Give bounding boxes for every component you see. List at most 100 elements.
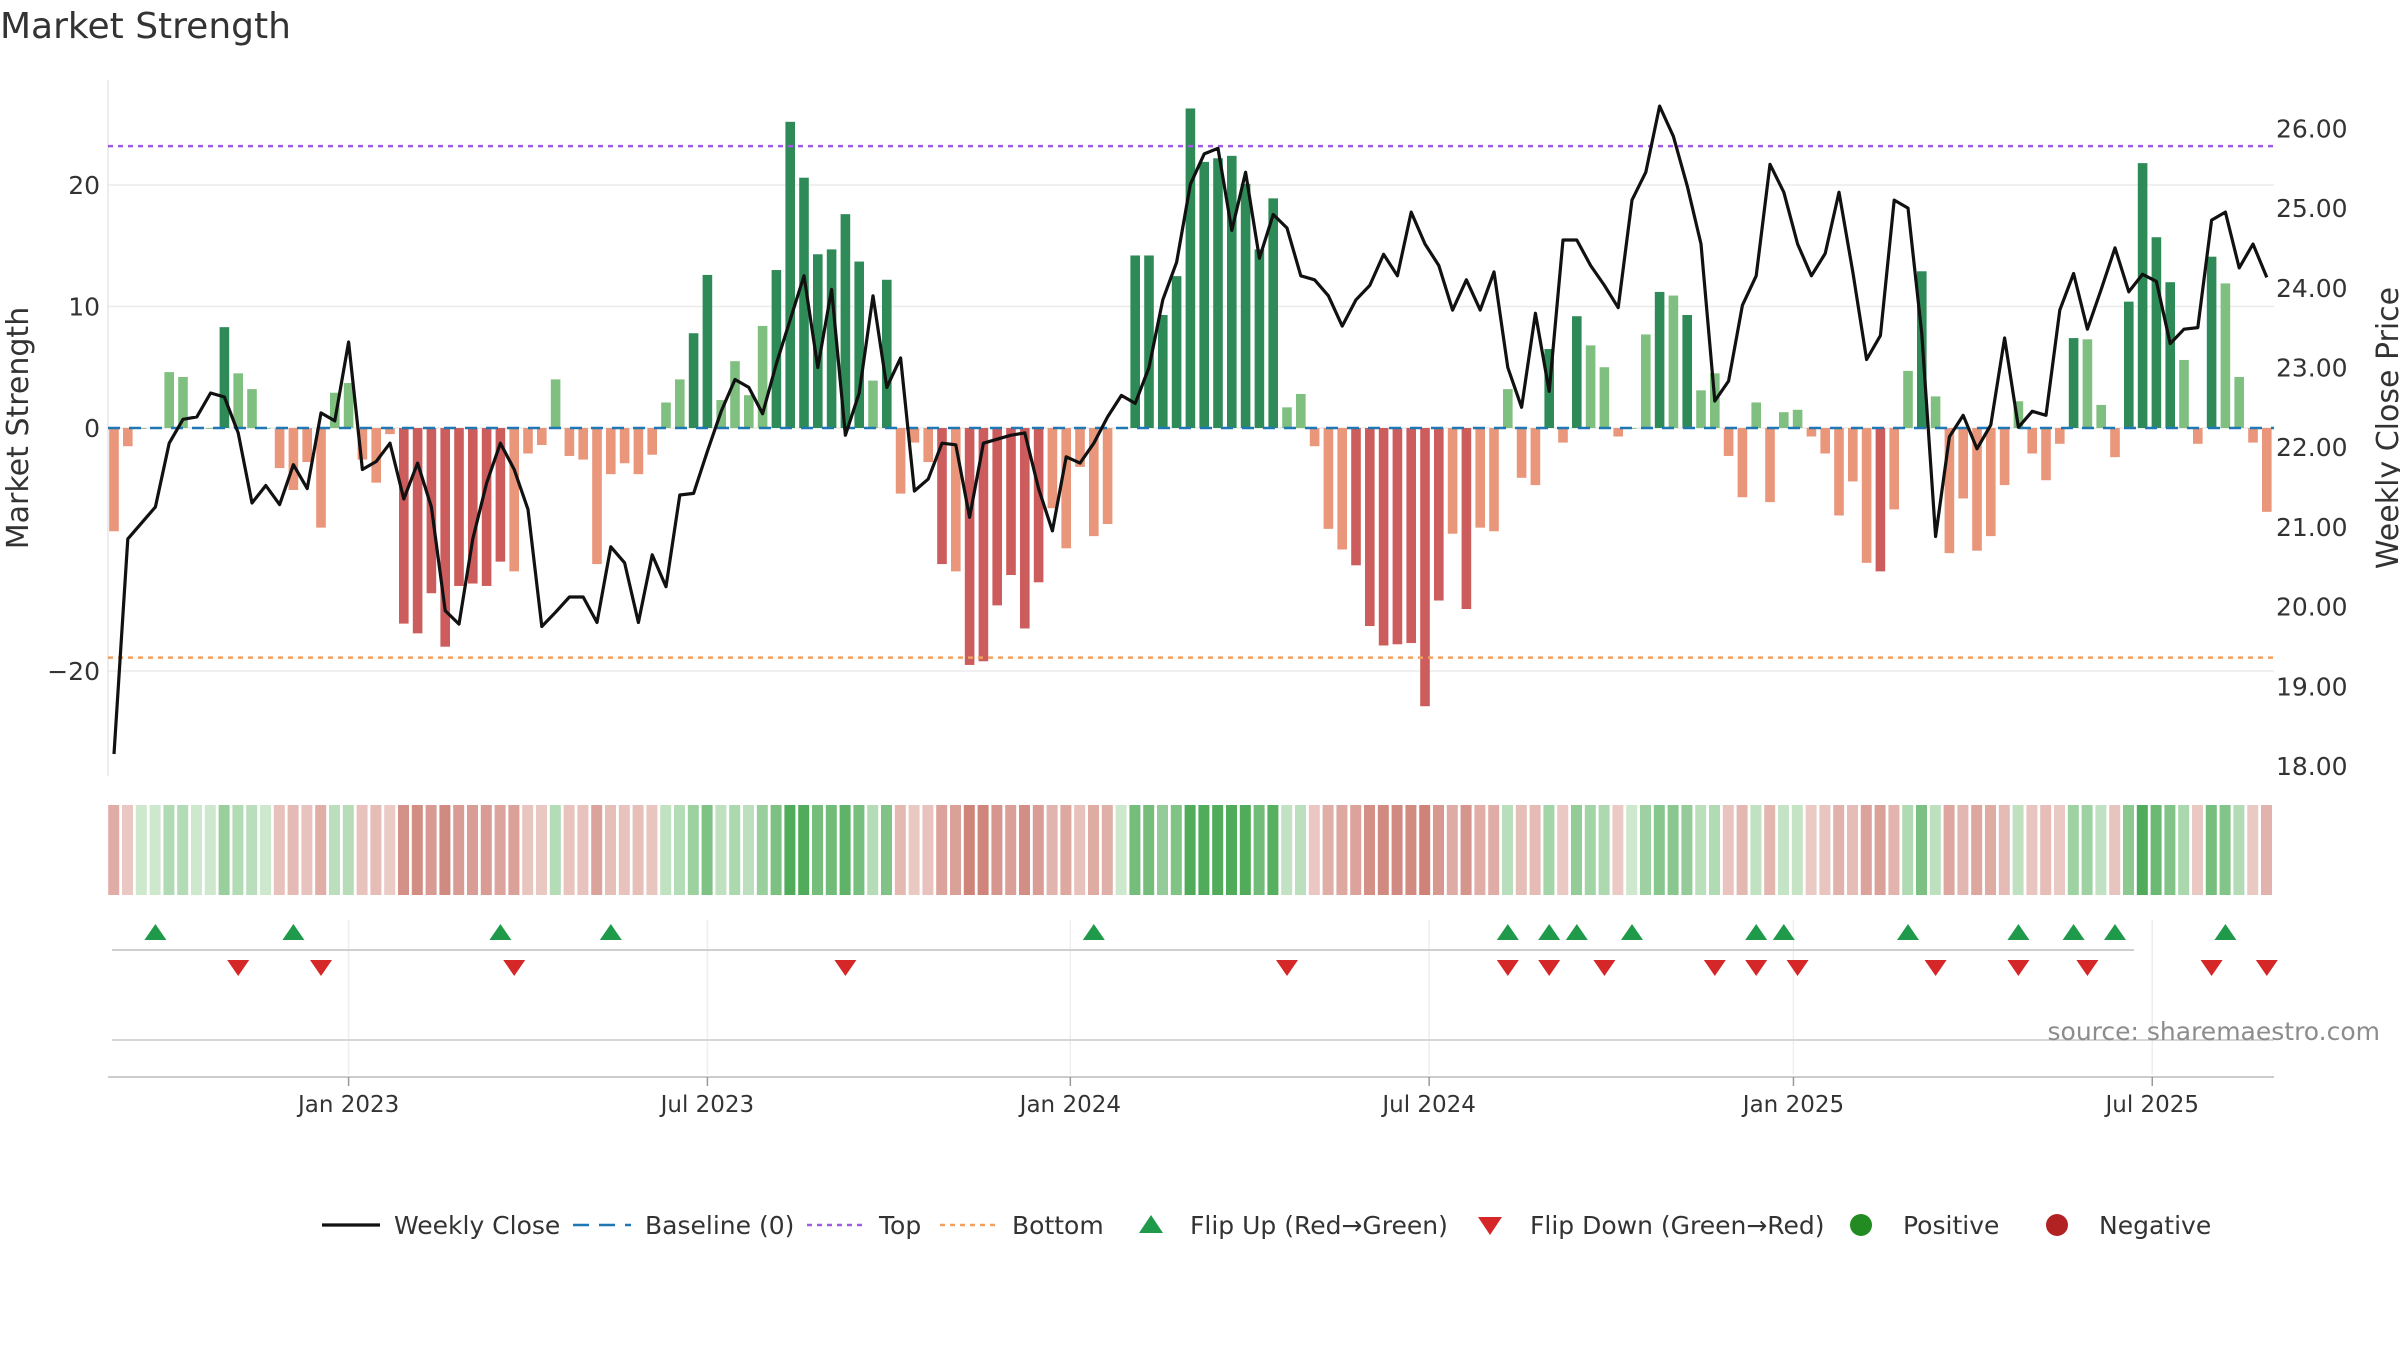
flip-down-marker bbox=[2007, 960, 2030, 976]
heat-cell bbox=[1571, 805, 1582, 895]
flip-down-marker bbox=[1496, 960, 1519, 976]
strength-bar bbox=[1696, 390, 1706, 428]
strength-bar bbox=[509, 428, 519, 572]
heat-cell bbox=[1377, 805, 1389, 895]
strength-bar bbox=[1613, 428, 1623, 437]
strength-bar bbox=[1365, 428, 1375, 627]
strength-bar bbox=[1930, 396, 1941, 428]
heat-cell bbox=[701, 805, 713, 895]
y-tick-right: 25.00 bbox=[2276, 194, 2348, 223]
chart-title: Market Strength bbox=[0, 6, 291, 47]
heat-cell bbox=[812, 805, 823, 895]
x-tick-label: Jul 2025 bbox=[2103, 1092, 2199, 1118]
flip-down-marker bbox=[1745, 960, 1768, 976]
flip-up-marker bbox=[282, 924, 305, 940]
heat-cell bbox=[260, 805, 271, 895]
strength-bar bbox=[454, 428, 464, 586]
heat-cell bbox=[1157, 805, 1168, 895]
heat-cell bbox=[177, 805, 189, 895]
heat-cell bbox=[646, 805, 658, 895]
heat-cell bbox=[1005, 805, 1017, 895]
heat-cell bbox=[1046, 805, 1058, 895]
strength-bar bbox=[1006, 428, 1016, 576]
heat-cell bbox=[2150, 805, 2162, 895]
heat-cell bbox=[1212, 805, 1224, 895]
heat-cell bbox=[1350, 805, 1362, 895]
x-tick-label: Jan 2025 bbox=[1741, 1092, 1844, 1118]
heat-cell bbox=[1791, 805, 1803, 895]
flip-down-marker bbox=[1538, 960, 1561, 976]
strength-bar bbox=[633, 428, 644, 475]
strength-bar bbox=[1558, 428, 1568, 443]
strength-bar bbox=[854, 261, 864, 428]
strength-bar bbox=[537, 428, 547, 446]
flip-down-marker bbox=[834, 960, 857, 976]
heat-cell bbox=[1557, 805, 1569, 895]
heat-cell bbox=[618, 805, 630, 895]
strength-bar bbox=[992, 428, 1002, 606]
strength-bar bbox=[1240, 183, 1251, 428]
flip-down-marker bbox=[1593, 960, 1616, 976]
strength-bar bbox=[1213, 158, 1223, 428]
strength-bar bbox=[1986, 428, 1996, 537]
strength-bar bbox=[757, 325, 768, 428]
flip-down-marker bbox=[1276, 960, 1298, 976]
strength-bar bbox=[468, 428, 478, 584]
strength-bar bbox=[205, 428, 216, 429]
strength-bar bbox=[1834, 428, 1844, 516]
heat-cell bbox=[1143, 805, 1155, 895]
strength-bar bbox=[1144, 255, 1154, 428]
strength-bar bbox=[1737, 428, 1748, 498]
heat-cell bbox=[2219, 805, 2231, 895]
strength-bar bbox=[523, 428, 533, 454]
flip-up-marker bbox=[1745, 924, 1768, 940]
flip-down-marker bbox=[1924, 960, 1947, 976]
strength-bar bbox=[813, 254, 823, 428]
x-tick-label: Jul 2023 bbox=[659, 1092, 755, 1118]
strength-bar bbox=[1585, 345, 1596, 428]
heat-cell bbox=[1295, 805, 1306, 895]
strength-bar bbox=[675, 379, 685, 428]
heat-cell bbox=[494, 805, 506, 895]
strength-bar bbox=[399, 428, 409, 624]
heat-cell bbox=[2081, 805, 2093, 895]
flip-up-marker bbox=[1621, 924, 1643, 940]
strength-bar bbox=[1406, 428, 1416, 644]
heat-cell bbox=[1529, 805, 1541, 895]
heat-cell bbox=[2136, 805, 2148, 895]
heat-cell bbox=[480, 805, 492, 895]
heat-cell bbox=[1074, 805, 1086, 895]
strength-bar bbox=[1061, 428, 1071, 549]
heat-cell bbox=[1460, 805, 1472, 895]
strength-bar bbox=[2068, 338, 2079, 428]
strength-bar bbox=[868, 380, 878, 428]
strength-bar bbox=[2234, 376, 2244, 428]
strength-bar bbox=[1282, 407, 1292, 428]
strength-bar bbox=[302, 428, 312, 463]
heat-cell bbox=[977, 805, 989, 895]
flip-down-marker bbox=[1786, 960, 1809, 976]
heat-cell bbox=[163, 805, 175, 895]
heat-cell bbox=[1750, 805, 1762, 895]
strength-bar bbox=[923, 428, 933, 463]
heat-cell bbox=[1239, 805, 1251, 895]
strength-bar bbox=[1420, 428, 1430, 707]
heat-cell bbox=[508, 805, 520, 895]
heat-cell bbox=[370, 805, 382, 895]
strength-bar bbox=[1309, 428, 1320, 447]
y-tick-right: 20.00 bbox=[2276, 593, 2348, 622]
heat-cell bbox=[1391, 805, 1403, 895]
strength-bar bbox=[247, 389, 257, 428]
strength-bar bbox=[2206, 256, 2217, 428]
strength-bar bbox=[1806, 428, 1817, 437]
strength-bar bbox=[937, 428, 947, 565]
heat-cell bbox=[1971, 805, 1983, 895]
y-tick-left: −20 bbox=[47, 657, 100, 686]
legend-circle-icon bbox=[2046, 1214, 2068, 1236]
x-tick-label: Jan 2024 bbox=[1018, 1092, 1121, 1118]
y-tick-left: 20 bbox=[68, 171, 100, 200]
strength-bar bbox=[1475, 428, 1485, 528]
heat-cell bbox=[2026, 805, 2038, 895]
heat-cell bbox=[674, 805, 685, 895]
